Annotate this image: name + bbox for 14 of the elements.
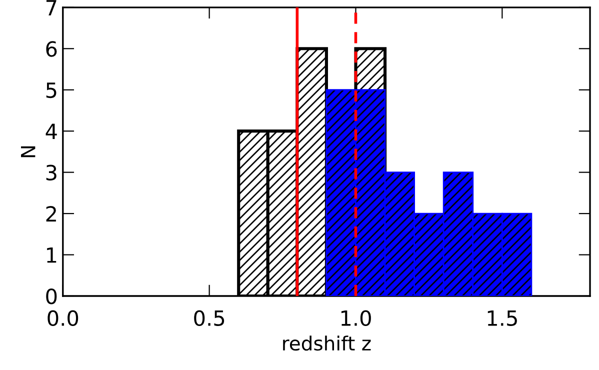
y-tick-label: 1: [47, 248, 56, 263]
y-tick-label: 0: [46, 288, 57, 304]
y-tick-label: 6: [46, 41, 57, 57]
x-axis-title: redshift z: [283, 336, 371, 351]
x-tick-label: 0.0: [48, 310, 78, 326]
x-tick-label: 0.5: [194, 310, 224, 326]
y-tick-label: 4: [46, 124, 57, 139]
x-tick-label: 1.5: [488, 310, 517, 326]
y-tick-label: 2: [46, 206, 56, 222]
x-tick-label: 1.0: [341, 310, 371, 326]
y-axis-title: N: [21, 146, 36, 158]
y-tick-label: 3: [46, 164, 56, 181]
y-tick-label: 5: [46, 82, 56, 98]
y-tick-label: 7: [46, 0, 56, 16]
